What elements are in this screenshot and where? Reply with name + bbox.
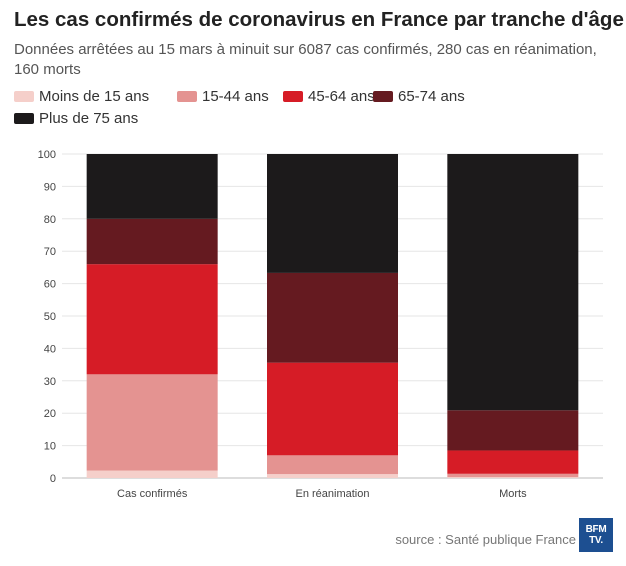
legend-item[interactable]: 15-44 ans — [177, 88, 269, 105]
y-tick-label: 100 — [38, 149, 56, 161]
legend-swatch — [283, 91, 303, 102]
bar-segment: Morts – 15-44 ans: 1 — [447, 473, 579, 478]
bar-segment: Morts – Moins de 15 ans: 0.3 — [447, 477, 579, 478]
bar-segment: Cas confirmés – Moins de 15 ans: 2.3 — [86, 470, 218, 478]
legend-swatch — [14, 113, 34, 124]
stacked-bar-chart: 0 10 20 30 40 50 60 70 80 90 100 Cas confirmés – Mo… — [38, 149, 603, 500]
y-tick-label: 80 — [44, 214, 56, 226]
legend-swatch — [373, 91, 393, 102]
bfmtv-logo: BFM TV. — [579, 518, 613, 552]
source-note: source : Santé publique France — [395, 532, 576, 547]
bar-segment: Cas confirmés – 45-64 ans: 34 — [86, 264, 218, 375]
legend-item[interactable]: Plus de 75 ans — [14, 110, 138, 127]
chart-title: Les cas confirmés de coronavirus en Fran… — [14, 8, 624, 31]
bar-segment: En réanimation – 15-44 ans: 5.8 — [267, 455, 398, 475]
legend-item[interactable]: Moins de 15 ans — [14, 88, 149, 105]
legend-swatch — [177, 91, 197, 102]
bar-segment: Cas confirmés – 65-74 ans: 14 — [86, 218, 218, 265]
bar-segment: Morts – 65-74 ans: 12.4 — [447, 410, 579, 451]
y-tick-label: 0 — [50, 473, 56, 485]
x-tick-label: Cas confirmés — [117, 488, 188, 500]
legend-label: 15-44 ans — [202, 88, 269, 105]
bar-segment: Morts – 45-64 ans: 7.2 — [447, 450, 579, 474]
legend-label: 65-74 ans — [398, 88, 465, 105]
y-tick-label: 30 — [44, 376, 56, 388]
bar-segment: Cas confirmés – 15-44 ans: 29.7 — [86, 374, 218, 471]
bar-segment: Cas confirmés – Plus de 75 ans: 20 — [86, 154, 218, 219]
y-tick-label: 10 — [44, 441, 56, 453]
legend-item[interactable]: 45-64 ans — [283, 88, 375, 105]
legend-label: Plus de 75 ans — [39, 110, 139, 127]
y-tick-label: 70 — [44, 246, 56, 258]
x-tick-label: Morts — [499, 488, 527, 500]
y-tick-label: 40 — [44, 343, 56, 355]
bar-segment: En réanimation – Plus de 75 ans: 36.7 — [267, 154, 398, 273]
y-tick-label: 50 — [44, 311, 56, 323]
legend-item[interactable]: 65-74 ans — [373, 88, 465, 105]
chart-subtitle: Données arrêtées au 15 mars à minuit sur… — [14, 41, 597, 78]
legend-label: 45-64 ans — [308, 88, 375, 105]
y-tick-label: 60 — [44, 279, 56, 291]
x-tick-label: En réanimation — [296, 488, 370, 500]
bar-segment: En réanimation – 45-64 ans: 28.6 — [267, 362, 398, 456]
bar-segment: Morts – Plus de 75 ans: 79.1 — [447, 154, 579, 411]
bar-segment: En réanimation – Moins de 15 ans: 1.2 — [267, 474, 398, 478]
y-tick-label: 20 — [44, 408, 56, 420]
y-tick-label: 90 — [44, 181, 56, 193]
bar-segment: En réanimation – 65-74 ans: 27.7 — [267, 272, 398, 363]
legend-label: Moins de 15 ans — [39, 88, 150, 105]
legend-swatch — [14, 91, 34, 102]
